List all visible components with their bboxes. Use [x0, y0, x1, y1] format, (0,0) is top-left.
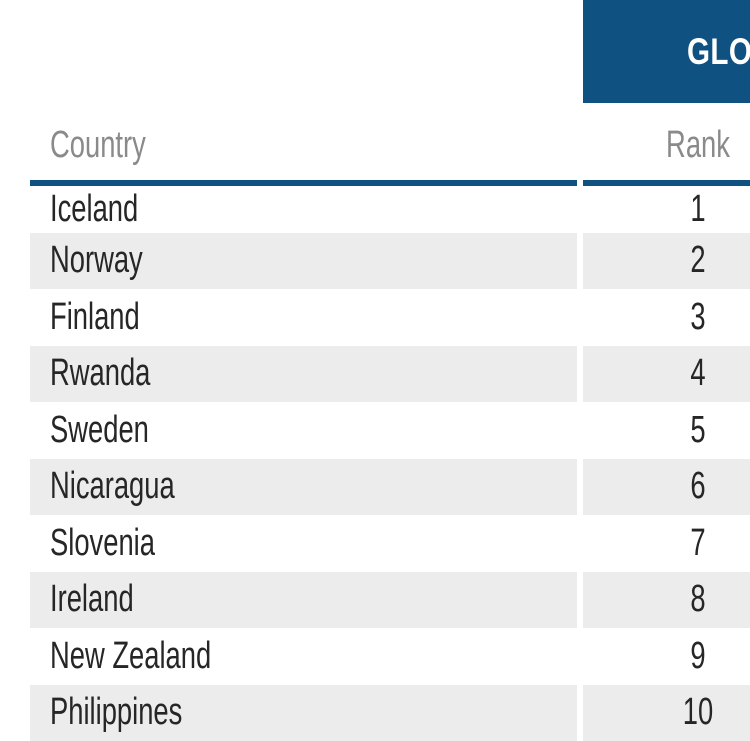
table-row: Philippines 10 [0, 685, 750, 741]
rank-cell: 7 [583, 515, 750, 572]
country-cell: Finland [30, 289, 577, 346]
global-index-header-box: GLO [583, 0, 750, 103]
country-cell: Sweden [30, 402, 577, 459]
table-row: Ireland 8 [0, 572, 750, 629]
table-row: Iceland 1 [0, 186, 750, 233]
rank-value: 10 [615, 691, 750, 734]
rank-cell: 5 [583, 402, 750, 459]
rank-value: 2 [615, 239, 750, 282]
country-cell: Iceland [30, 186, 577, 233]
country-name: Slovenia [50, 522, 155, 565]
table-header-row: Country Rank [0, 110, 750, 180]
country-cell: Nicaragua [30, 459, 577, 516]
rank-value: 1 [615, 188, 750, 231]
column-header-country-label: Country [50, 124, 146, 167]
rank-value: 5 [615, 409, 750, 452]
table-row: New Zealand 9 [0, 628, 750, 685]
country-name: Philippines [50, 691, 182, 734]
rank-value: 8 [615, 578, 750, 621]
country-name: Nicaragua [50, 465, 175, 508]
table-row: Sweden 5 [0, 402, 750, 459]
country-name: Norway [50, 239, 143, 282]
country-name: Iceland [50, 188, 138, 231]
global-index-header-label: GLO [687, 31, 750, 73]
rank-cell: 10 [583, 685, 750, 741]
country-cell: New Zealand [30, 628, 577, 685]
country-cell: Ireland [30, 572, 577, 629]
country-cell: Rwanda [30, 346, 577, 403]
rank-value: 7 [615, 522, 750, 565]
rank-value: 3 [615, 296, 750, 339]
country-cell: Philippines [30, 685, 577, 741]
rank-cell: 4 [583, 346, 750, 403]
country-name: Sweden [50, 409, 149, 452]
table-row: Nicaragua 6 [0, 459, 750, 516]
rank-value: 6 [615, 465, 750, 508]
table-row: Norway 2 [0, 233, 750, 290]
column-header-country: Country [50, 110, 183, 180]
rank-cell: 6 [583, 459, 750, 516]
table-body: Iceland 1 Norway 2 Finland 3 Rwanda 4 [0, 186, 750, 741]
rank-cell: 3 [583, 289, 750, 346]
rank-cell: 9 [583, 628, 750, 685]
table-row: Slovenia 7 [0, 515, 750, 572]
rank-value: 9 [615, 635, 750, 678]
table-row: Finland 3 [0, 289, 750, 346]
country-name: Finland [50, 296, 140, 339]
country-cell: Slovenia [30, 515, 577, 572]
table-row: Rwanda 4 [0, 346, 750, 403]
rank-cell: 1 [583, 186, 750, 233]
country-name: New Zealand [50, 635, 211, 678]
column-header-rank: Rank [583, 110, 750, 180]
rank-cell: 2 [583, 233, 750, 290]
rank-value: 4 [615, 352, 750, 395]
country-name: Rwanda [50, 352, 150, 395]
column-header-rank-label: Rank [615, 124, 750, 167]
country-cell: Norway [30, 233, 577, 290]
country-name: Ireland [50, 578, 134, 621]
rank-cell: 8 [583, 572, 750, 629]
